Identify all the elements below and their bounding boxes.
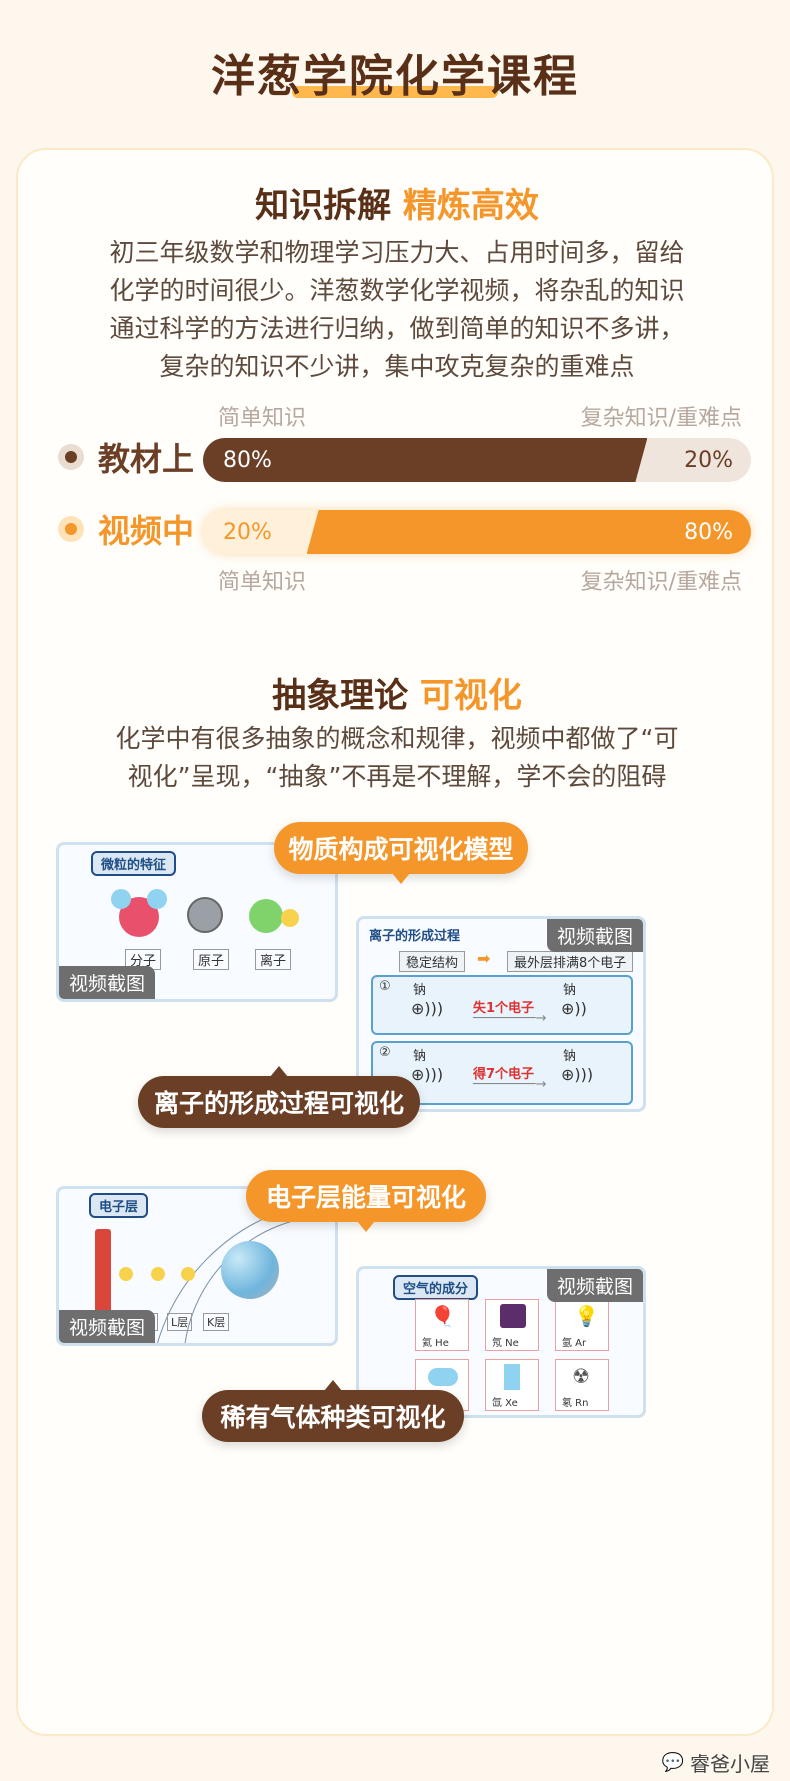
page-title: 洋葱学院化学课程 — [211, 51, 579, 102]
pill-noble-gases: 稀有气体种类可视化 — [202, 1380, 464, 1442]
neon-sign-icon — [500, 1304, 526, 1328]
para-line: 化学中有很多抽象的概念和规律，视频中都做了“可 — [115, 724, 679, 753]
element-name: 钠 — [563, 983, 577, 998]
para-line: 化学的时间很少。洋葱数学化学视频，将杂乱的知识 — [109, 276, 685, 305]
atom-icon — [187, 897, 223, 933]
row-num: ② — [379, 1045, 391, 1060]
shot-label: L层 — [167, 1313, 193, 1331]
pill-electron-energy: 电子层能量可视化 — [246, 1170, 486, 1232]
section1-title: 知识拆解 精炼高效 — [18, 178, 776, 227]
element-name: 钠 — [413, 983, 427, 998]
electron-icon — [119, 1267, 133, 1281]
pill-ion-formation: 离子的形成过程可视化 — [138, 1066, 420, 1128]
molecule-h-icon — [147, 889, 167, 909]
shot-header: 空气的成分 — [393, 1275, 479, 1300]
row-textbook-label: 教材上 — [58, 434, 194, 480]
gas-card: 氙 Xe — [485, 1359, 539, 1411]
para-line: 视化”呈现，“抽象”不再是不理解，学不会的阻碍 — [127, 762, 667, 791]
para-line: 通过科学的方法进行归纳，做到简单的知识不多讲， — [109, 314, 685, 343]
bullet-dot-icon — [58, 516, 84, 542]
section2-paragraph: 化学中有很多抽象的概念和规律，视频中都做了“可 视化”呈现，“抽象”不再是不理解… — [58, 720, 736, 796]
screenshot-particles: 微粒的特征 分子 原子 离子 视频截图 — [56, 842, 338, 1002]
electron-icon — [181, 1267, 195, 1281]
atom-shell-icon: ⊕)) — [561, 999, 587, 1018]
ion-small-icon — [281, 909, 299, 927]
ion-icon — [249, 899, 283, 933]
radiation-icon: ☢ — [572, 1364, 590, 1388]
ion-row-1: ① 钠 ⊕))) 失1个电子 ────────→ 钠 ⊕)) — [371, 975, 633, 1035]
shot-label: K层 — [203, 1313, 230, 1331]
arrow-line-icon: ────────→ — [473, 1077, 547, 1092]
screenshot-tag: 视频截图 — [59, 1310, 156, 1343]
section2-title-main: 抽象理论 — [272, 676, 409, 716]
watermark-text: 睿爸小屋 — [690, 1752, 770, 1776]
shot-box-right: 最外层排满8个电子 — [507, 951, 634, 972]
screenshot-electron-shells: 电子层 M层 L层 K层 视频截图 — [56, 1186, 338, 1346]
bullet-dot-icon — [58, 444, 84, 470]
nucleus-icon — [221, 1241, 279, 1299]
course-card: 知识拆解 精炼高效 初三年级数学和物理学习压力大、占用时间多，留给 化学的时间很… — [16, 148, 774, 1736]
bar-textbook: 80% 20% — [203, 438, 751, 482]
lightbulb-icon: 💡 — [574, 1304, 599, 1328]
screenshot-ion-formation: 离子的形成过程 稳定结构 ➡ 最外层排满8个电子 ① 钠 ⊕))) 失1个电子 … — [356, 916, 646, 1112]
molecule-h-icon — [111, 889, 131, 909]
section1-title-main: 知识拆解 — [255, 186, 392, 226]
arrow-line-icon: ────────→ — [473, 1011, 547, 1026]
bar-video-simple: 20% — [223, 519, 272, 545]
arrow-right-icon: ➡ — [477, 949, 491, 968]
lamp-icon — [428, 1368, 458, 1386]
shot-label: 原子 — [193, 949, 230, 970]
arrow-label: 得7个电子 — [473, 1067, 535, 1082]
shot-header: 电子层 — [89, 1193, 149, 1218]
label-complex-bottom: 复杂知识/重难点 — [580, 570, 742, 595]
gas-card: 氩 Ar 💡 — [555, 1299, 609, 1351]
section2-title-highlight: 可视化 — [419, 676, 522, 716]
shot-header: 离子的形成过程 — [369, 929, 461, 944]
row-label-text: 视频中 — [98, 512, 195, 550]
ion-row-2: ② 钠 ⊕))) 得7个电子 ────────→ 钠 ⊕))) — [371, 1041, 633, 1105]
screenshot-tag: 视频截图 — [59, 966, 156, 999]
section1-title-highlight: 精炼高效 — [402, 186, 539, 226]
screenshot-noble-gases: 空气的成分 氦 He 🎈 氖 Ne 氩 Ar 💡 氙 Xe 氡 Rn ☢ 视频截图 — [356, 1266, 646, 1418]
bar-textbook-simple: 80% — [203, 438, 647, 482]
shot-header: 微粒的特征 — [91, 851, 177, 876]
label-complex-top: 复杂知识/重难点 — [580, 406, 742, 431]
lighthouse-icon — [504, 1364, 520, 1390]
bar-video-complex: 80% — [306, 510, 751, 554]
screenshot-tag: 视频截图 — [546, 919, 643, 952]
label-simple-top: 简单知识 — [218, 406, 307, 431]
section1-paragraph: 初三年级数学和物理学习压力大、占用时间多，留给 化学的时间很少。洋葱数学化学视频… — [58, 234, 736, 386]
gas-card: 氖 Ne — [485, 1299, 539, 1351]
gas-card: 氡 Rn ☢ — [555, 1359, 609, 1411]
para-line: 初三年级数学和物理学习压力大、占用时间多，留给 — [109, 238, 685, 267]
screenshot-tag: 视频截图 — [546, 1269, 643, 1302]
wechat-icon: 💬 — [661, 1752, 684, 1773]
row-label-text: 教材上 — [98, 440, 195, 478]
para-line: 复杂的知识不少讲，集中攻克复杂的重难点 — [159, 352, 635, 381]
row-video-label: 视频中 — [58, 506, 194, 552]
shot-label: 离子 — [255, 949, 292, 970]
bar-video: 20% 80% — [203, 510, 751, 554]
atom-shell-icon: ⊕))) — [411, 1065, 444, 1084]
energy-bar-icon — [95, 1229, 111, 1313]
arrow-label: 失1个电子 — [473, 1001, 535, 1016]
watermark: 💬 睿爸小屋 — [662, 1748, 770, 1777]
section2-title: 抽象理论 可视化 — [18, 668, 776, 717]
electron-icon — [151, 1267, 165, 1281]
balloon-icon: 🎈 — [430, 1304, 455, 1328]
pill-particle-model: 物质构成可视化模型 — [274, 822, 528, 884]
element-name: 钠 — [563, 1049, 577, 1064]
gas-card: 氦 He 🎈 — [415, 1299, 469, 1351]
row-num: ① — [379, 979, 391, 994]
label-simple-bottom: 简单知识 — [218, 570, 307, 595]
element-name: 钠 — [413, 1049, 427, 1064]
atom-shell-icon: ⊕))) — [561, 1065, 594, 1084]
atom-shell-icon: ⊕))) — [411, 999, 444, 1018]
shot-box-left: 稳定结构 — [399, 951, 466, 972]
bar-textbook-complex: 20% — [684, 447, 733, 473]
